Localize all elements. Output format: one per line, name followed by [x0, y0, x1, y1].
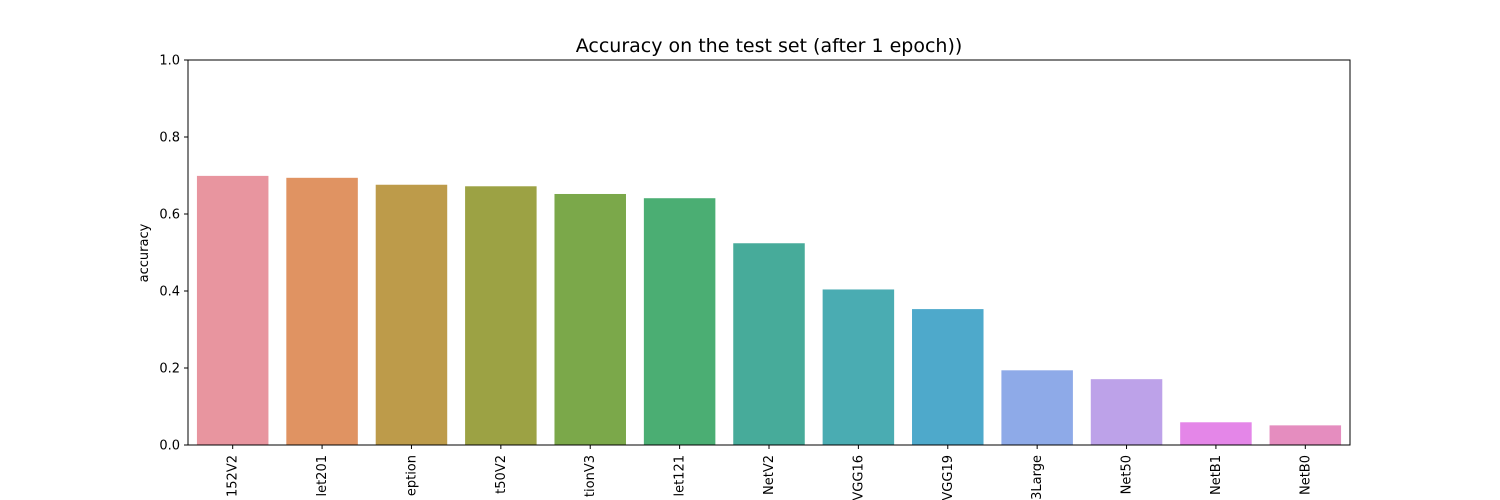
bar-4: [554, 193, 626, 445]
x-tick-label-12: NetB0: [1298, 455, 1313, 495]
x-tick-label-8: VGG19: [941, 455, 956, 500]
bar-11: [1180, 422, 1252, 445]
bar-2: [375, 184, 448, 446]
plot-frame: [187, 59, 1351, 446]
bar-10: [1090, 379, 1163, 445]
bar-1: [286, 177, 358, 445]
y-tick-label-0: 0.0: [159, 439, 180, 454]
bar-9: [1001, 370, 1073, 445]
bar-3: [465, 186, 537, 445]
y-axis-label: accuracy: [137, 223, 152, 282]
x-tick-label-1: let201: [315, 455, 330, 497]
bar-7: [822, 289, 895, 445]
x-tick-label-2: eption: [404, 455, 419, 496]
x-tick-label-5: let121: [673, 455, 688, 497]
y-tick-label-5: 1.0: [159, 54, 180, 69]
y-tick-label-3: 0.6: [159, 208, 180, 223]
x-tick-label-9: 3Large: [1030, 455, 1045, 500]
bar-0: [196, 175, 269, 445]
bar-5: [643, 198, 716, 445]
y-tick-label-1: 0.2: [159, 362, 180, 377]
x-tick-label-10: Net50: [1120, 455, 1135, 494]
x-tick-label-11: NetB1: [1209, 455, 1224, 495]
x-tick-label-0: 152V2: [226, 455, 241, 497]
x-tick-label-7: VGG16: [851, 455, 866, 500]
bar-8: [912, 309, 984, 445]
bars-group: [196, 175, 1342, 446]
chart-title: Accuracy on the test set (after 1 epoch)…: [576, 35, 963, 57]
y-tick-label-4: 0.8: [159, 131, 180, 146]
x-tick-label-6: NetV2: [762, 455, 777, 495]
x-axis-ticks: 152V2 let201 eption t50V2 tionV3 let121 NetV2 V…: [226, 445, 1313, 500]
x-tick-label-4: tionV3: [583, 455, 598, 497]
bar-6: [733, 243, 805, 445]
y-tick-label-2: 0.4: [159, 285, 180, 300]
y-axis-ticks: 0.0 0.2 0.4 0.6 0.8 1.0: [159, 54, 188, 454]
x-tick-label-3: t50V2: [494, 455, 509, 494]
bar-12: [1269, 425, 1342, 445]
